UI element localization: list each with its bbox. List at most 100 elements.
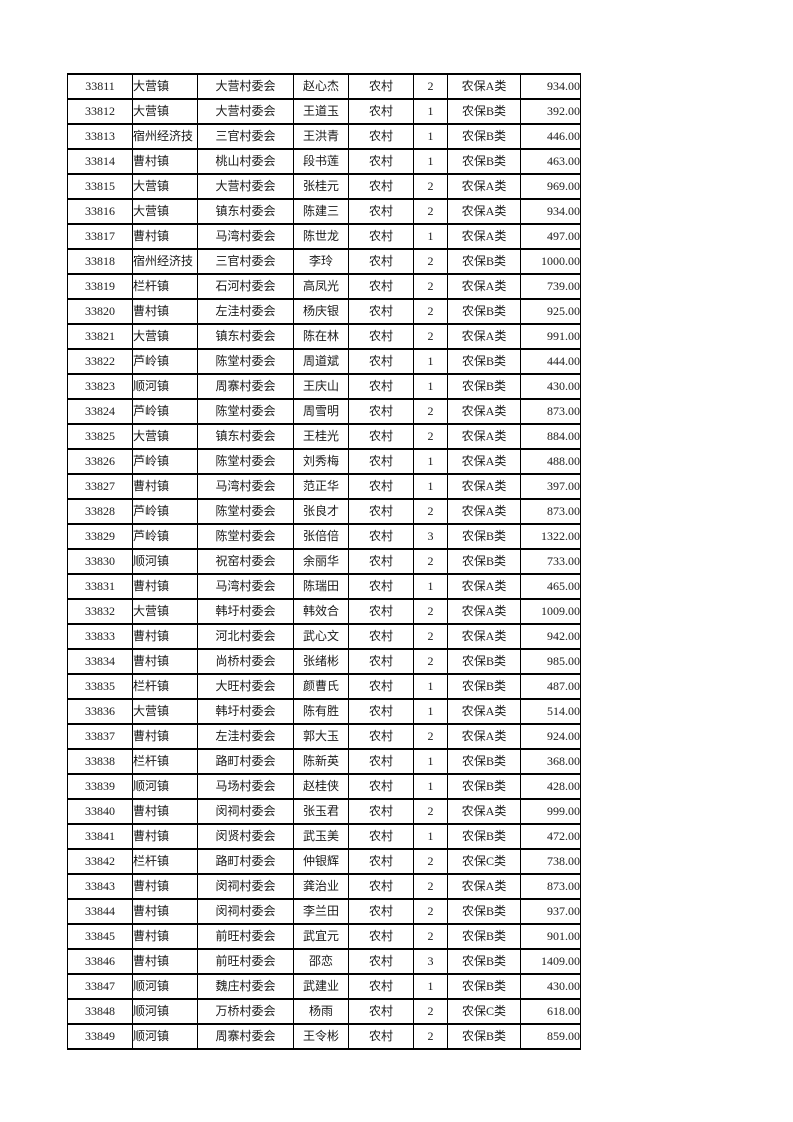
cell-amount: 430.00 <box>520 973 581 1000</box>
cell-record-id: 33844 <box>67 898 133 925</box>
cell-town: 栏杆镇 <box>132 748 198 775</box>
cell-insurance-category: 农保B类 <box>447 148 521 175</box>
cell-town: 芦岭镇 <box>132 348 198 375</box>
cell-count: 1 <box>413 573 448 600</box>
cell-amount: 488.00 <box>520 448 581 475</box>
cell-residence-type: 农村 <box>348 173 414 200</box>
table-body: 33811 大营镇 大营村委会 赵心杰 农村 2 农保A类 934.00 338… <box>67 73 581 1050</box>
cell-insurance-category: 农保A类 <box>447 623 521 650</box>
table-row: 33839 顺河镇 马场村委会 赵桂侠 农村 1 农保B类 428.00 <box>67 773 581 800</box>
cell-record-id: 33840 <box>67 798 133 825</box>
cell-record-id: 33835 <box>67 673 133 700</box>
cell-town: 大营镇 <box>132 598 198 625</box>
cell-count: 2 <box>413 423 448 450</box>
cell-town: 宿州经济技 <box>132 248 198 275</box>
cell-amount: 1409.00 <box>520 948 581 975</box>
cell-residence-type: 农村 <box>348 748 414 775</box>
cell-person-name: 李兰田 <box>293 898 349 925</box>
table-row: 33833 曹村镇 河北村委会 武心文 农村 2 农保A类 942.00 <box>67 623 581 650</box>
cell-insurance-category: 农保A类 <box>447 873 521 900</box>
cell-person-name: 陈世龙 <box>293 223 349 250</box>
cell-residence-type: 农村 <box>348 73 414 100</box>
cell-town: 顺河镇 <box>132 973 198 1000</box>
cell-amount: 934.00 <box>520 198 581 225</box>
cell-record-id: 33812 <box>67 98 133 125</box>
cell-person-name: 王桂光 <box>293 423 349 450</box>
cell-count: 2 <box>413 998 448 1025</box>
cell-person-name: 陈新英 <box>293 748 349 775</box>
cell-amount: 739.00 <box>520 273 581 300</box>
cell-count: 2 <box>413 248 448 275</box>
cell-count: 2 <box>413 598 448 625</box>
cell-record-id: 33824 <box>67 398 133 425</box>
cell-residence-type: 农村 <box>348 823 414 850</box>
cell-insurance-category: 农保B类 <box>447 523 521 550</box>
cell-count: 2 <box>413 848 448 875</box>
table-row: 33818 宿州经济技 三官村委会 李玲 农村 2 农保B类 1000.00 <box>67 248 581 275</box>
cell-insurance-category: 农保A类 <box>447 423 521 450</box>
cell-record-id: 33825 <box>67 423 133 450</box>
cell-count: 2 <box>413 198 448 225</box>
cell-village-committee: 大营村委会 <box>197 173 294 200</box>
cell-residence-type: 农村 <box>348 498 414 525</box>
cell-insurance-category: 农保B类 <box>447 898 521 925</box>
cell-village-committee: 周寨村委会 <box>197 1023 294 1050</box>
cell-person-name: 周雪明 <box>293 398 349 425</box>
cell-town: 顺河镇 <box>132 998 198 1025</box>
cell-residence-type: 农村 <box>348 98 414 125</box>
cell-town: 曹村镇 <box>132 223 198 250</box>
table-row: 33841 曹村镇 闵贤村委会 武玉美 农村 1 农保B类 472.00 <box>67 823 581 850</box>
cell-residence-type: 农村 <box>348 273 414 300</box>
cell-town: 曹村镇 <box>132 898 198 925</box>
cell-town: 曹村镇 <box>132 623 198 650</box>
cell-count: 3 <box>413 948 448 975</box>
cell-record-id: 33836 <box>67 698 133 725</box>
cell-town: 大营镇 <box>132 73 198 100</box>
cell-amount: 873.00 <box>520 498 581 525</box>
cell-record-id: 33828 <box>67 498 133 525</box>
cell-person-name: 王洪青 <box>293 123 349 150</box>
cell-village-committee: 马湾村委会 <box>197 573 294 600</box>
cell-amount: 465.00 <box>520 573 581 600</box>
cell-insurance-category: 农保C类 <box>447 848 521 875</box>
cell-amount: 618.00 <box>520 998 581 1025</box>
cell-insurance-category: 农保B类 <box>447 973 521 1000</box>
cell-count: 2 <box>413 273 448 300</box>
cell-person-name: 武玉美 <box>293 823 349 850</box>
cell-town: 芦岭镇 <box>132 498 198 525</box>
table-row: 33832 大营镇 韩圩村委会 韩效合 农村 2 农保A类 1009.00 <box>67 598 581 625</box>
cell-town: 曹村镇 <box>132 723 198 750</box>
cell-insurance-category: 农保B类 <box>447 123 521 150</box>
cell-village-committee: 闵祠村委会 <box>197 898 294 925</box>
cell-amount: 446.00 <box>520 123 581 150</box>
cell-town: 大营镇 <box>132 198 198 225</box>
cell-insurance-category: 农保A类 <box>447 73 521 100</box>
cell-town: 曹村镇 <box>132 573 198 600</box>
cell-person-name: 张绪彬 <box>293 648 349 675</box>
cell-residence-type: 农村 <box>348 848 414 875</box>
cell-town: 宿州经济技 <box>132 123 198 150</box>
cell-record-id: 33834 <box>67 648 133 675</box>
cell-residence-type: 农村 <box>348 648 414 675</box>
cell-insurance-category: 农保B类 <box>447 673 521 700</box>
cell-town: 芦岭镇 <box>132 398 198 425</box>
cell-residence-type: 农村 <box>348 373 414 400</box>
cell-amount: 942.00 <box>520 623 581 650</box>
cell-village-committee: 石河村委会 <box>197 273 294 300</box>
cell-town: 芦岭镇 <box>132 448 198 475</box>
cell-count: 1 <box>413 123 448 150</box>
cell-record-id: 33842 <box>67 848 133 875</box>
cell-person-name: 杨雨 <box>293 998 349 1025</box>
cell-count: 1 <box>413 148 448 175</box>
cell-count: 2 <box>413 648 448 675</box>
cell-insurance-category: 农保A类 <box>447 573 521 600</box>
cell-count: 2 <box>413 548 448 575</box>
cell-residence-type: 农村 <box>348 573 414 600</box>
cell-village-committee: 闵祠村委会 <box>197 873 294 900</box>
cell-insurance-category: 农保B类 <box>447 373 521 400</box>
cell-person-name: 郭大玉 <box>293 723 349 750</box>
cell-insurance-category: 农保B类 <box>447 823 521 850</box>
cell-residence-type: 农村 <box>348 548 414 575</box>
cell-village-committee: 魏庄村委会 <box>197 973 294 1000</box>
